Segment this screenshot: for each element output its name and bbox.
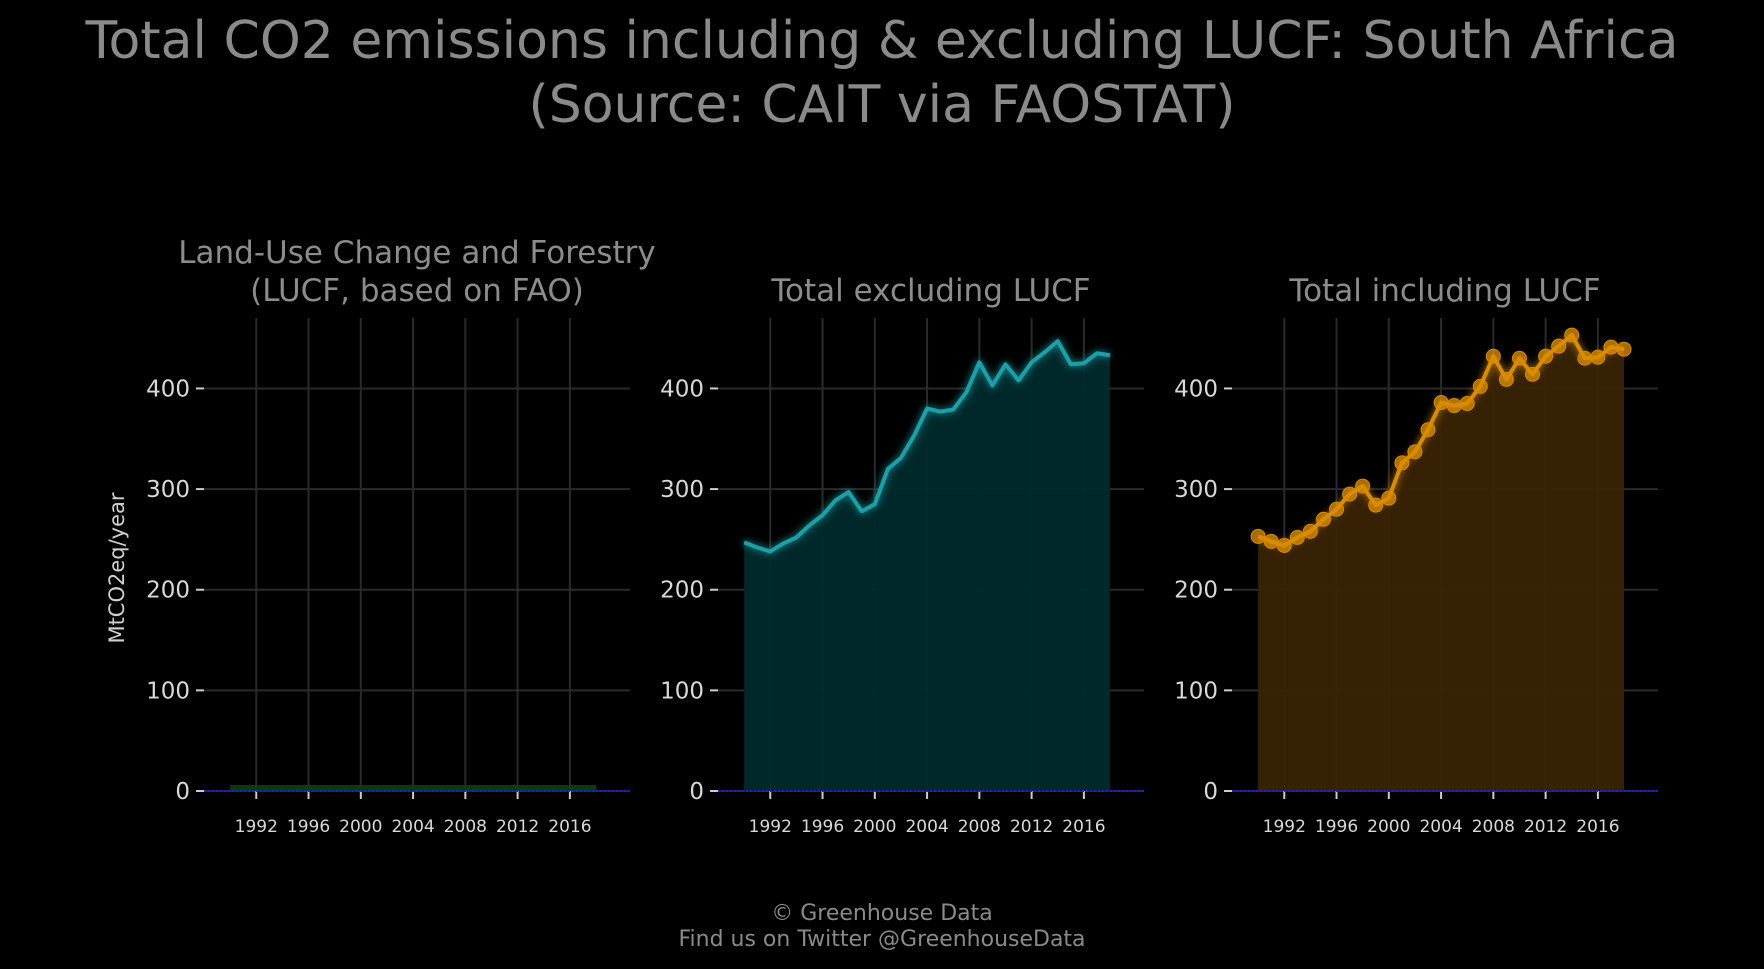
x-tick-label: 2004 xyxy=(391,817,434,837)
data-point xyxy=(1446,398,1462,414)
data-point xyxy=(1538,348,1554,364)
data-point xyxy=(1289,529,1305,545)
y-tick-label: 100 xyxy=(1174,678,1218,704)
panel-3-title-line2: Total including LUCF xyxy=(1288,273,1600,309)
data-point xyxy=(1616,341,1632,357)
x-tick-label: 2012 xyxy=(496,817,539,837)
series-line xyxy=(743,339,1111,554)
x-tick-label: 2008 xyxy=(958,817,1001,837)
data-point xyxy=(1459,396,1475,412)
data-point xyxy=(1420,422,1436,438)
chart-title-line1: Total CO2 emissions including & excludin… xyxy=(85,11,1679,71)
y-tick-label: 200 xyxy=(1174,578,1218,604)
data-point xyxy=(1250,528,1266,544)
data-point xyxy=(1564,327,1580,343)
data-point xyxy=(1485,348,1501,364)
data-point xyxy=(1498,371,1514,387)
data-point xyxy=(1315,511,1331,527)
panels: Land-Use Change and Forestry(LUCF, based… xyxy=(146,235,1658,837)
data-point xyxy=(1577,350,1593,366)
y-tick-label: 100 xyxy=(660,678,704,704)
x-tick-label: 1992 xyxy=(1263,817,1306,837)
footer-twitter: Find us on Twitter @GreenhouseData xyxy=(678,927,1085,952)
data-point xyxy=(1603,339,1619,355)
data-point xyxy=(1590,349,1606,365)
series-area xyxy=(1258,335,1625,791)
y-tick-label: 300 xyxy=(660,477,704,503)
data-point xyxy=(1381,490,1397,506)
x-tick-label: 2016 xyxy=(1576,817,1619,837)
data-point xyxy=(1394,455,1410,471)
x-tick-label: 2000 xyxy=(1367,817,1410,837)
data-point xyxy=(1355,478,1371,494)
x-tick-label: 1996 xyxy=(801,817,844,837)
y-tick-label: 300 xyxy=(1174,477,1218,503)
x-tick-label: 2012 xyxy=(1524,817,1567,837)
data-point xyxy=(1525,366,1541,382)
data-point xyxy=(1342,486,1358,502)
data-point xyxy=(1407,444,1423,460)
y-tick-label: 400 xyxy=(146,376,190,402)
x-tick-label: 2012 xyxy=(1010,817,1053,837)
x-tick-label: 1992 xyxy=(749,817,792,837)
data-point xyxy=(1302,523,1318,539)
x-tick-label: 2004 xyxy=(1419,817,1462,837)
y-tick-label: 300 xyxy=(146,477,190,503)
x-tick-label: 2004 xyxy=(905,817,948,837)
series-area xyxy=(744,341,1111,791)
y-axis-label: MtCO2eq/year xyxy=(105,492,129,643)
y-tick-label: 200 xyxy=(146,578,190,604)
data-point xyxy=(1551,338,1567,354)
chart-title-line2: (Source: CAIT via FAOSTAT) xyxy=(528,75,1235,135)
data-point xyxy=(1263,533,1279,549)
y-tick-label: 400 xyxy=(660,376,704,402)
y-tick-label: 0 xyxy=(689,779,704,805)
y-tick-label: 200 xyxy=(660,578,704,604)
panel-2: Total excluding LUCF 0 100 200 300 400 1992 199… xyxy=(660,273,1144,837)
x-tick-label: 1992 xyxy=(235,817,278,837)
y-tick-label: 100 xyxy=(146,678,190,704)
data-point xyxy=(1511,350,1527,366)
x-tick-label: 1996 xyxy=(287,817,330,837)
data-point xyxy=(1329,501,1345,517)
y-tick-label: 0 xyxy=(1203,779,1218,805)
panel-1: Land-Use Change and Forestry(LUCF, based… xyxy=(146,235,656,837)
x-tick-label: 2008 xyxy=(444,817,487,837)
data-point xyxy=(1368,497,1384,513)
panel-3: Total including LUCF 0 100 200 300 400 1992 199… xyxy=(1174,273,1658,837)
panel-2-title-line2: Total excluding LUCF xyxy=(770,273,1090,309)
data-point xyxy=(1276,537,1292,553)
x-tick-label: 2008 xyxy=(1472,817,1515,837)
x-tick-label: 2016 xyxy=(548,817,591,837)
x-tick-label: 2000 xyxy=(339,817,382,837)
panel-1-title-line1: Land-Use Change and Forestry xyxy=(178,235,656,271)
x-tick-label: 2016 xyxy=(1062,817,1105,837)
panel-1-title-line2: (LUCF, based on FAO) xyxy=(250,273,584,309)
y-tick-label: 0 xyxy=(175,779,190,805)
data-point xyxy=(1472,378,1488,394)
footer-copyright: © Greenhouse Data xyxy=(771,901,992,926)
data-point xyxy=(1433,395,1449,411)
x-tick-label: 2000 xyxy=(853,817,896,837)
x-tick-label: 1996 xyxy=(1315,817,1358,837)
y-tick-label: 400 xyxy=(1174,376,1218,402)
